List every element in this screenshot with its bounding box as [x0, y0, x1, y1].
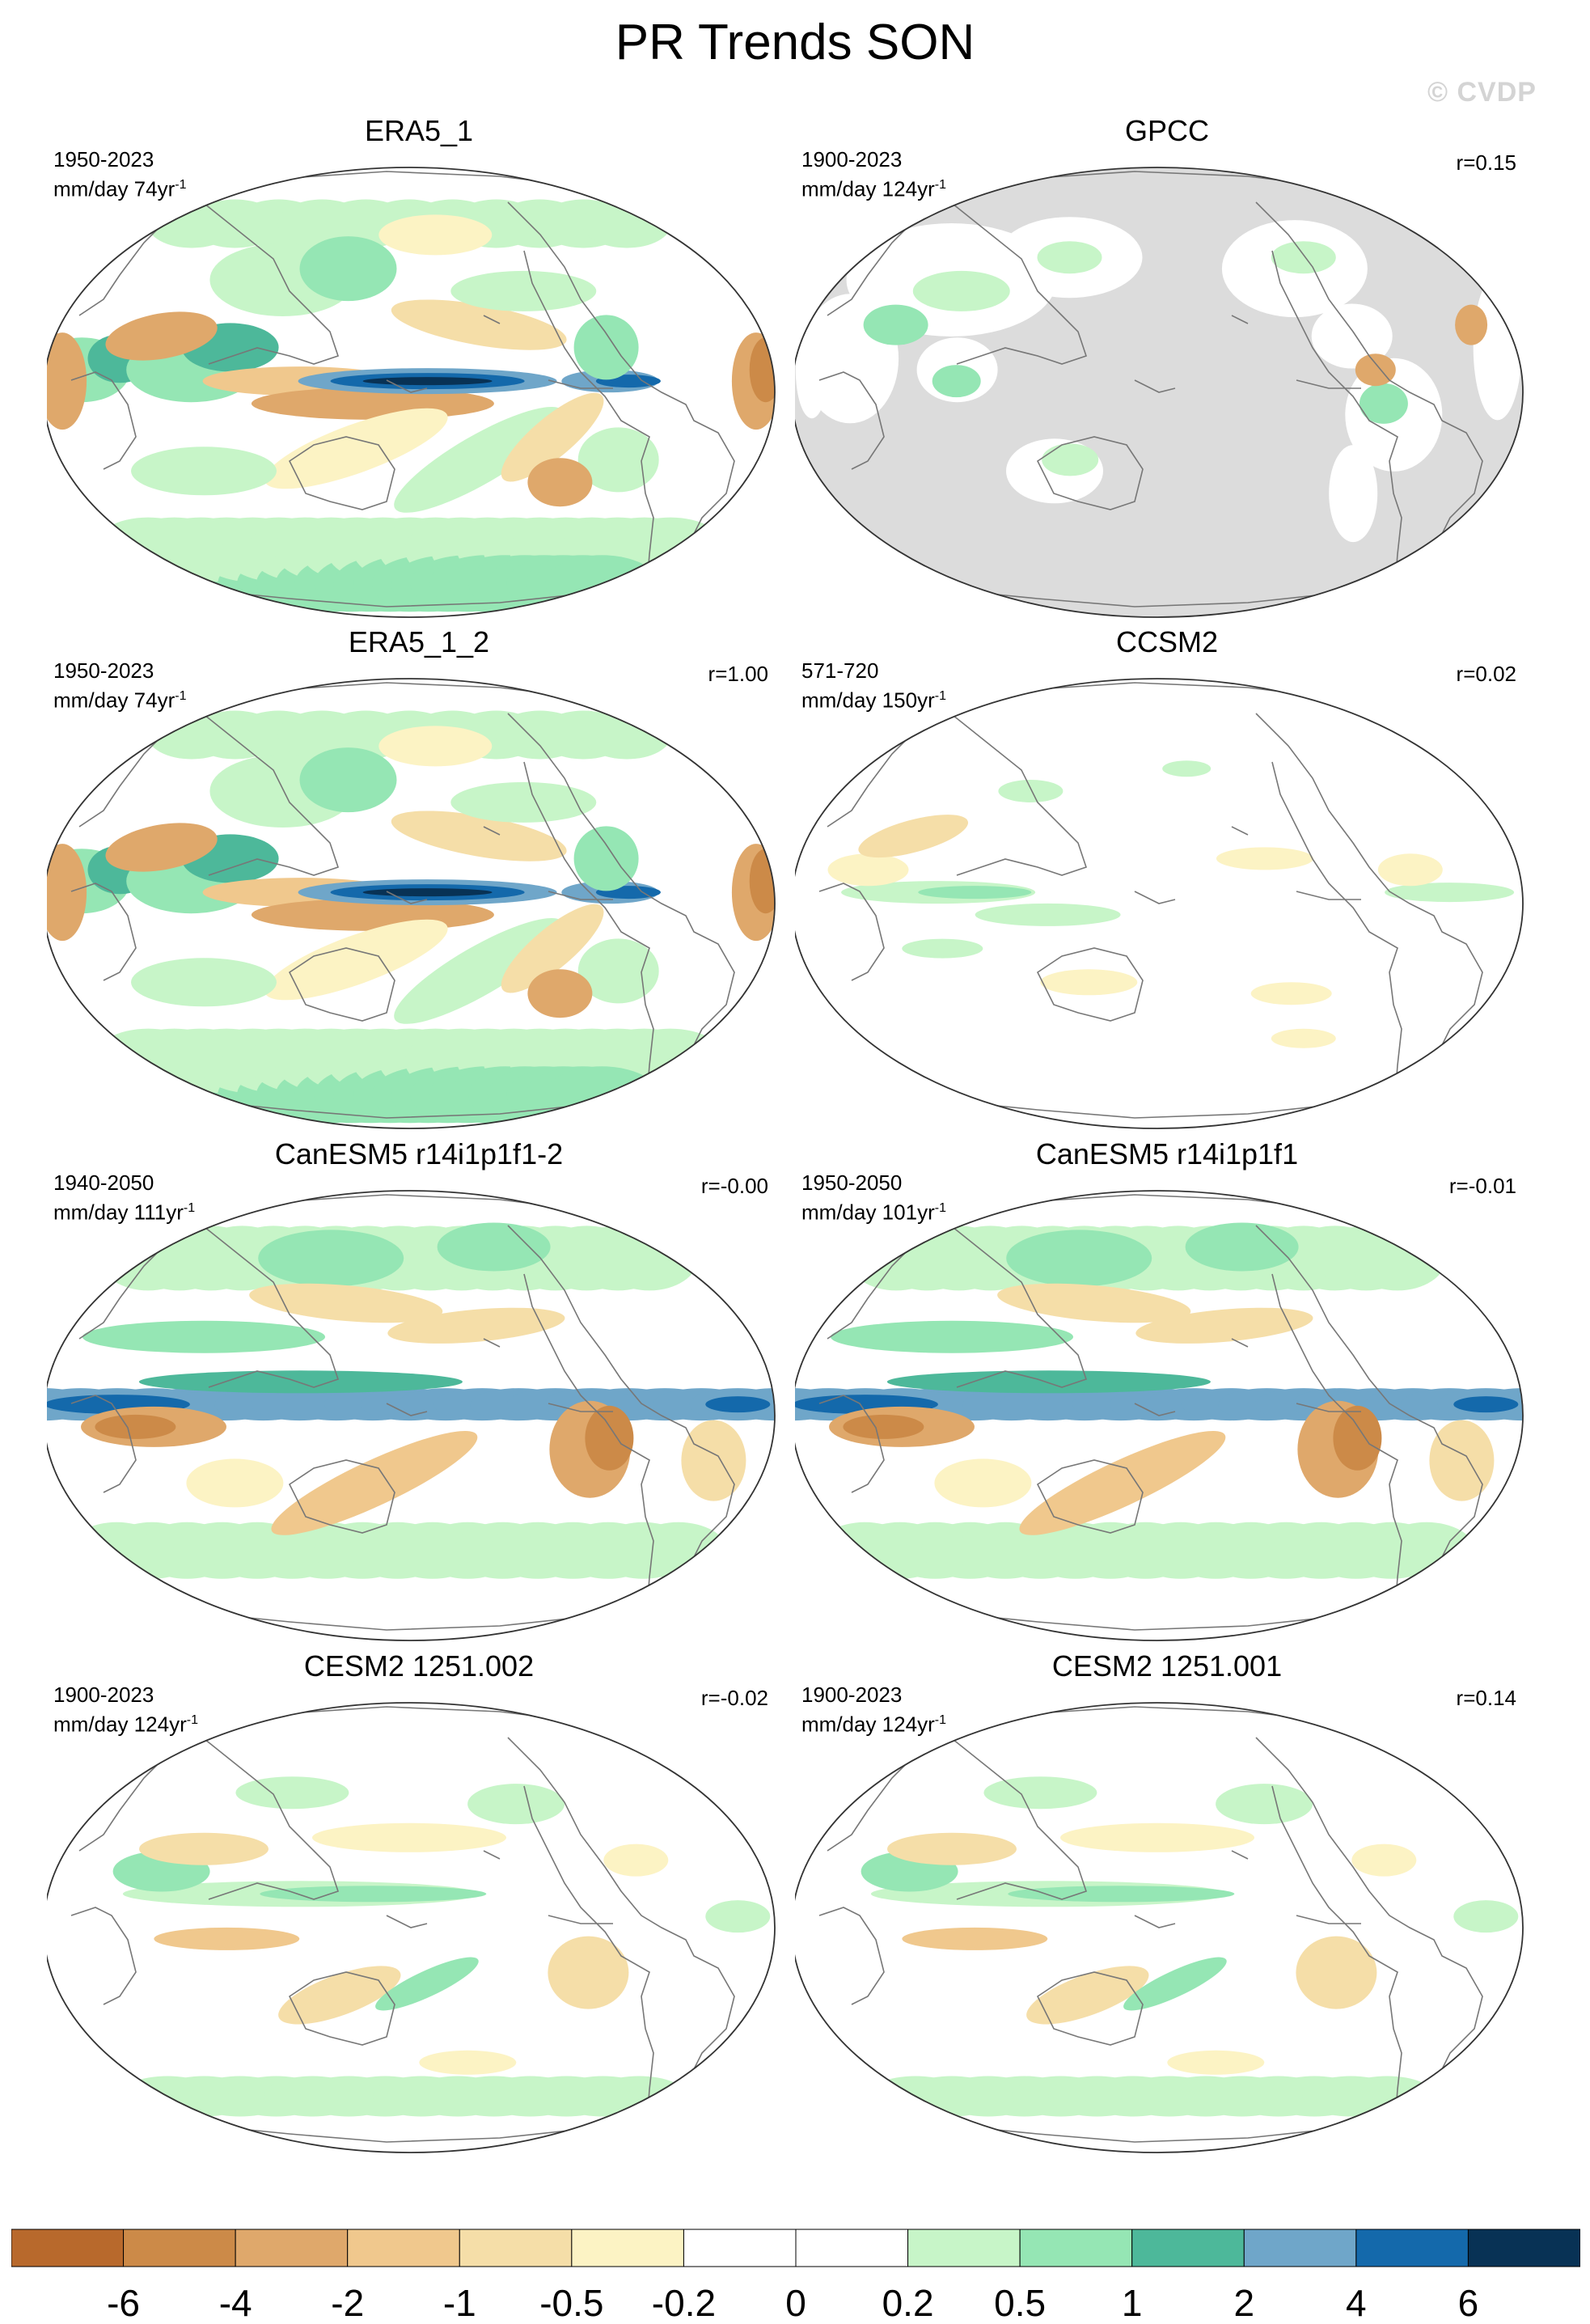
map-panel: CCSM2 571-720 mm/day 150yr-1 r=0.02	[795, 624, 1539, 1129]
panel-period: 1950-2023	[53, 658, 154, 683]
colorbar-segment	[1243, 2229, 1357, 2267]
panel-period: 1900-2023	[53, 1683, 154, 1707]
precip-trend-field	[827, 760, 1515, 1048]
colorbar-segment	[907, 2229, 1021, 2267]
robinson-map	[47, 167, 776, 618]
precip-trend-field	[795, 1222, 1523, 1579]
map-outline	[795, 1702, 1524, 2153]
colorbar-tick-label: 2	[1233, 2282, 1255, 2324]
colorbar-tick-label: -0.5	[539, 2282, 604, 2324]
panel-period: 1940-2050	[53, 1170, 154, 1195]
cvdp-watermark: © CVDP	[1427, 77, 1537, 108]
panel-title: CCSM2	[1115, 625, 1219, 658]
panel-title: GPCC	[1124, 114, 1209, 147]
robinson-map	[47, 1190, 776, 1641]
colorbar-segment	[795, 2229, 909, 2267]
colorbar-segment	[683, 2229, 797, 2267]
panel-period: 1950-2050	[801, 1170, 903, 1195]
robinson-map	[795, 1702, 1524, 2153]
panel-units: mm/day 124yr-1	[53, 1712, 198, 1737]
precip-trend-field	[47, 1222, 775, 1579]
panel-period: 1900-2023	[801, 147, 903, 171]
map-panel: ERA5_1_2 1950-2023 mm/day 74yr-1 r=1.00	[47, 624, 791, 1129]
colorbar-tick-label: -1	[442, 2282, 476, 2324]
map-outline	[47, 1702, 776, 2153]
colorbar-segment	[1467, 2229, 1581, 2267]
map-outline	[795, 678, 1524, 1129]
panel-correlation: r=1.00	[708, 662, 768, 686]
robinson-map	[795, 678, 1524, 1129]
panel-title: ERA5_1_2	[348, 625, 490, 658]
panel-period: 571-720	[801, 658, 879, 683]
colorbar-segment	[1131, 2229, 1245, 2267]
map-outline	[795, 167, 1524, 618]
colorbar-tick-label: -6	[107, 2282, 141, 2324]
map-panel: CanESM5 r14i1p1f1 1950-2050 mm/day 101yr-1…	[795, 1137, 1539, 1641]
precip-trend-field	[795, 217, 1522, 543]
robinson-map	[47, 1702, 776, 2153]
map-outline	[47, 167, 776, 618]
map-panel: CESM2 1251.001 1900-2023 mm/day 124yr-1 r=0…	[795, 1649, 1539, 2153]
panel-period: 1950-2023	[53, 147, 154, 171]
map-panel: GPCC 1900-2023 mm/day 124yr-1 r=0.15	[795, 113, 1539, 618]
robinson-map	[795, 167, 1524, 618]
panel-title: CanESM5 r14i1p1f1-2	[274, 1137, 564, 1170]
colorbar-tick-label: 0.2	[882, 2282, 934, 2324]
colorbar-svg	[11, 2229, 1581, 2267]
colorbar-tick-label: -2	[331, 2282, 365, 2324]
panel-title: CanESM5 r14i1p1f1	[1035, 1137, 1299, 1170]
figure-title: PR Trends SON	[615, 15, 975, 70]
robinson-map	[47, 678, 776, 1129]
colorbar-tick-label: -4	[218, 2282, 252, 2324]
colorbar-segment	[1355, 2229, 1469, 2267]
panel-units: mm/day 101yr-1	[801, 1200, 946, 1225]
colorbar-segment	[347, 2229, 460, 2267]
panel-correlation: r=-0.01	[1448, 1174, 1516, 1198]
robinson-map	[795, 1190, 1524, 1641]
panel-units: mm/day 74yr-1	[53, 176, 187, 201]
colorbar-tick-label: -0.2	[651, 2282, 717, 2324]
panel-correlation: r=-0.02	[700, 1686, 768, 1710]
colorbar-segment	[11, 2229, 125, 2267]
precip-trend-field	[861, 1776, 1519, 2117]
colorbar	[11, 2229, 1581, 2267]
colorbar-tick-label: 1	[1121, 2282, 1143, 2324]
panel-units: mm/day 74yr-1	[53, 688, 187, 713]
panel-correlation: r=-0.00	[700, 1174, 768, 1198]
panel-period: 1900-2023	[801, 1683, 903, 1707]
map-outline	[47, 1190, 776, 1641]
panel-correlation: r=0.14	[1456, 1686, 1516, 1710]
panel-correlation: r=0.02	[1456, 662, 1516, 686]
panel-title: ERA5_1	[364, 114, 474, 147]
colorbar-segment	[235, 2229, 349, 2267]
panel-units: mm/day 150yr-1	[801, 688, 946, 713]
colorbar-tick-label: 4	[1346, 2282, 1367, 2324]
panel-title: CESM2 1251.002	[303, 1649, 535, 1683]
panel-title: CESM2 1251.001	[1051, 1649, 1283, 1683]
colorbar-segment	[1019, 2229, 1133, 2267]
precip-trend-field	[47, 710, 775, 1124]
colorbar-segment	[571, 2229, 684, 2267]
map-panel: CESM2 1251.002 1900-2023 mm/day 124yr-1 r=-…	[47, 1649, 791, 2153]
map-outline	[795, 1190, 1524, 1641]
panel-units: mm/day 124yr-1	[801, 176, 946, 201]
colorbar-segment	[459, 2229, 573, 2267]
colorbar-tick-label: 0.5	[994, 2282, 1047, 2324]
colorbar-tick-label: 6	[1457, 2282, 1479, 2324]
colorbar-tick-label: 0	[785, 2282, 806, 2324]
map-panel: ERA5_1 1950-2023 mm/day 74yr-1	[47, 113, 791, 618]
map-outline	[47, 678, 776, 1129]
colorbar-segment	[123, 2229, 236, 2267]
panel-units: mm/day 124yr-1	[801, 1712, 946, 1737]
map-panel: CanESM5 r14i1p1f1-2 1940-2050 mm/day 111yr…	[47, 1137, 791, 1641]
panel-units: mm/day 111yr-1	[53, 1200, 196, 1225]
panel-correlation: r=0.15	[1456, 150, 1516, 175]
